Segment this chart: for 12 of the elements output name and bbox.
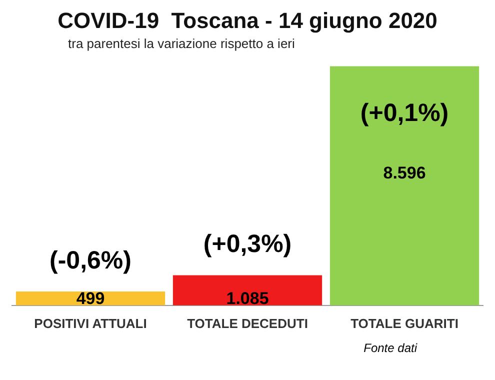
data-label: 8.596 bbox=[383, 164, 426, 183]
annotation: (-0,6%) bbox=[50, 246, 132, 274]
x-tick-label: TOTALE DECEDUTI bbox=[187, 316, 308, 331]
data-label: 1.085 bbox=[226, 289, 269, 308]
x-tick-label: POSITIVI ATTUALI bbox=[34, 316, 147, 331]
data-label: 499 bbox=[76, 289, 105, 308]
source-note: Fonte dati bbox=[362, 341, 417, 355]
annotation: (+0,3%) bbox=[203, 230, 292, 258]
chart-subtitle: tra parentesi la variazione rispetto a ieri bbox=[68, 36, 296, 51]
x-tick-label: TOTALE GUARITI bbox=[350, 316, 458, 331]
chart-title: COVID-19 Toscana - 14 giugno 2020 bbox=[56, 8, 438, 34]
annotation: (+0,1%) bbox=[360, 98, 449, 127]
